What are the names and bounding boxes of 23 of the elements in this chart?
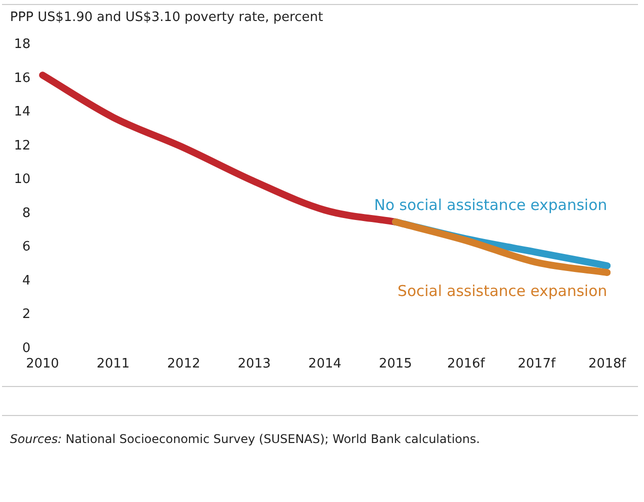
y-tick-label: 10	[14, 172, 31, 188]
x-tick-label: 2017f	[518, 356, 556, 372]
series-label: Social assistance expansion	[398, 282, 608, 300]
series-label: No social assistance expansion	[374, 196, 608, 214]
x-tick-label: 2011	[96, 356, 130, 372]
y-tick-label: 16	[14, 70, 31, 86]
x-tick-label: 2018f	[588, 356, 626, 372]
y-tick-label: 2	[22, 307, 31, 322]
x-tick-label: 2014	[308, 356, 342, 372]
source-note: Sources: National Socioeconomic Survey (SUSENAS); World Bank calculations.	[10, 432, 481, 446]
y-tick-label: 8	[22, 206, 31, 221]
y-tick-label: 12	[14, 138, 31, 154]
y-tick-label: 4	[22, 273, 31, 288]
x-tick-label: 2015	[378, 356, 412, 372]
y-tick-label: 0	[22, 340, 31, 356]
y-tick-label: 14	[14, 104, 31, 120]
x-tick-label: 2012	[167, 356, 200, 372]
x-tick-label: 2016f	[447, 356, 486, 372]
y-tick-label: 6	[22, 240, 31, 255]
y-axis-title: PPP US$1.90 and US$3.10 poverty rate, percent	[9, 9, 324, 25]
x-tick-label: 2013	[238, 356, 271, 372]
y-tick-label: 18	[14, 37, 31, 52]
x-tick-label: 2010	[26, 356, 60, 372]
